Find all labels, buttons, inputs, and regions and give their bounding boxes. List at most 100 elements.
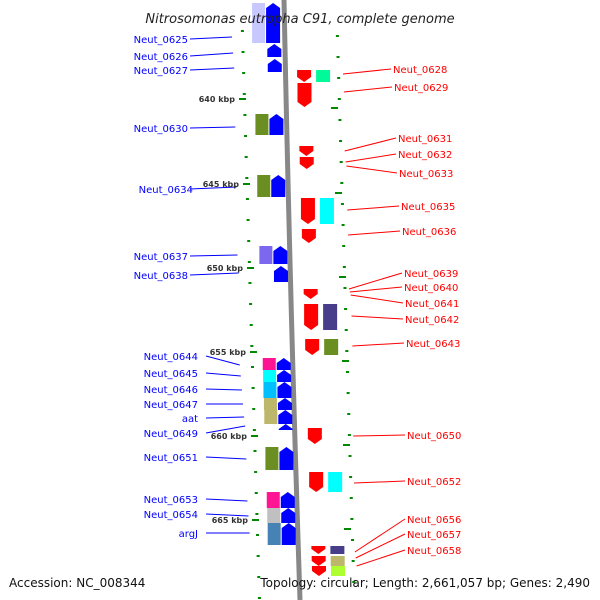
- kbp-label: 650 kbp: [207, 264, 244, 273]
- tick-right: [350, 518, 354, 520]
- cog-color-box: [259, 246, 273, 264]
- tick-left: [242, 93, 246, 95]
- forward-gene-arrow: [273, 246, 288, 264]
- cog-color-box: [263, 370, 277, 382]
- reverse-gene-label: Neut_0657: [407, 530, 461, 541]
- cog-color-box: [328, 472, 343, 492]
- leader-line: [348, 272, 403, 290]
- cog-color-box: [324, 339, 339, 355]
- tick-marks: [239, 30, 356, 599]
- reverse-gene-label: Neut_0636: [402, 227, 456, 238]
- major-tick: [250, 351, 257, 353]
- summary-text: Topology: circular; Length: 2,661,057 bp…: [259, 576, 590, 590]
- forward-gene-arrow: [280, 492, 295, 508]
- forward-gene-arrow: [277, 370, 292, 382]
- tick-right: [352, 581, 356, 583]
- forward-gene-label: Neut_0654: [144, 510, 198, 521]
- reverse-gene-arrow: [299, 157, 314, 169]
- tick-left: [249, 303, 253, 305]
- reverse-gene-label: Neut_0629: [394, 83, 448, 94]
- tick-right: [343, 287, 347, 289]
- reverse-gene-arrow: [301, 229, 316, 243]
- cog-color-box: [262, 358, 276, 370]
- reverse-gene-arrow: [304, 304, 319, 330]
- tick-right: [348, 455, 352, 457]
- forward-gene-label: Neut_0637: [134, 252, 188, 263]
- forward-gene-label: Neut_0644: [144, 352, 198, 363]
- tick-right: [335, 35, 339, 37]
- cog-color-box: [266, 492, 280, 508]
- reverse-gene-label: Neut_0640: [404, 283, 458, 294]
- kbp-label: 640 kbp: [199, 95, 236, 104]
- forward-gene-arrow: [269, 114, 284, 135]
- kbp-label: 645 kbp: [203, 180, 240, 189]
- leader-line: [205, 372, 241, 377]
- tick-right: [346, 392, 350, 394]
- tick-right: [342, 245, 346, 247]
- reverse-gene-arrow: [311, 546, 326, 554]
- leader-line: [342, 68, 392, 75]
- forward-gene-arrow: [278, 410, 293, 424]
- genome-backbone: [281, 0, 303, 600]
- forward-gene-label: Neut_0638: [134, 271, 188, 282]
- cog-color-box: [257, 175, 271, 197]
- tick-right: [342, 266, 346, 268]
- reverse-gene-label: Neut_0650: [407, 431, 461, 442]
- tick-left: [253, 450, 257, 452]
- tick-left: [248, 282, 252, 284]
- forward-gene-arrow: [271, 175, 286, 197]
- leader-line: [354, 518, 406, 553]
- accession-text: Accession: NC_008344: [9, 576, 145, 590]
- leader-line: [352, 342, 405, 347]
- kbp-label: 665 kbp: [212, 516, 249, 525]
- tick-right: [336, 56, 340, 58]
- reverse-gene-label: Neut_0633: [399, 169, 453, 180]
- tick-left: [240, 30, 244, 32]
- tick-right: [347, 413, 351, 415]
- tick-left: [251, 387, 255, 389]
- leader-line: [348, 230, 401, 236]
- tick-left: [254, 471, 258, 473]
- label-leaders: [189, 36, 406, 567]
- reverse-gene-label: Neut_0641: [405, 299, 459, 310]
- tick-right: [345, 350, 349, 352]
- leader-line: [350, 294, 404, 304]
- cog-color-box: [267, 508, 281, 523]
- reverse-gene-label: Neut_0632: [398, 150, 452, 161]
- major-tick: [239, 98, 246, 100]
- tick-left: [247, 261, 251, 263]
- tick-left: [250, 366, 254, 368]
- leader-line: [205, 513, 249, 517]
- tick-right: [339, 161, 343, 163]
- major-tick: [342, 360, 349, 362]
- leader-line: [349, 286, 403, 293]
- tick-right: [344, 308, 348, 310]
- leader-line: [351, 315, 404, 320]
- major-tick: [344, 528, 351, 530]
- tick-right: [349, 476, 353, 478]
- tick-right: [347, 434, 351, 436]
- forward-gene-label: Neut_0625: [134, 35, 188, 46]
- forward-gene-arrow: [276, 358, 291, 370]
- forward-gene-label: Neut_0630: [134, 124, 188, 135]
- reverse-gene-arrow: [300, 198, 315, 224]
- tick-left: [256, 555, 260, 557]
- tick-right: [337, 98, 341, 100]
- leader-line: [345, 153, 397, 163]
- major-tick: [343, 444, 350, 446]
- tick-right: [338, 119, 342, 121]
- leader-line: [355, 533, 406, 559]
- cog-color-box: [263, 382, 277, 398]
- forward-gene-arrow: [278, 424, 293, 430]
- tick-left: [245, 177, 249, 179]
- major-tick: [252, 519, 259, 521]
- tick-left: [243, 114, 247, 116]
- cog-color-box: [263, 398, 277, 410]
- cog-color-box: [316, 70, 331, 82]
- cog-color-box: [330, 566, 345, 576]
- kbp-label: 655 kbp: [210, 348, 247, 357]
- reverse-gene-label: Neut_0628: [393, 65, 447, 76]
- tick-left: [256, 534, 260, 536]
- tick-left: [257, 576, 261, 578]
